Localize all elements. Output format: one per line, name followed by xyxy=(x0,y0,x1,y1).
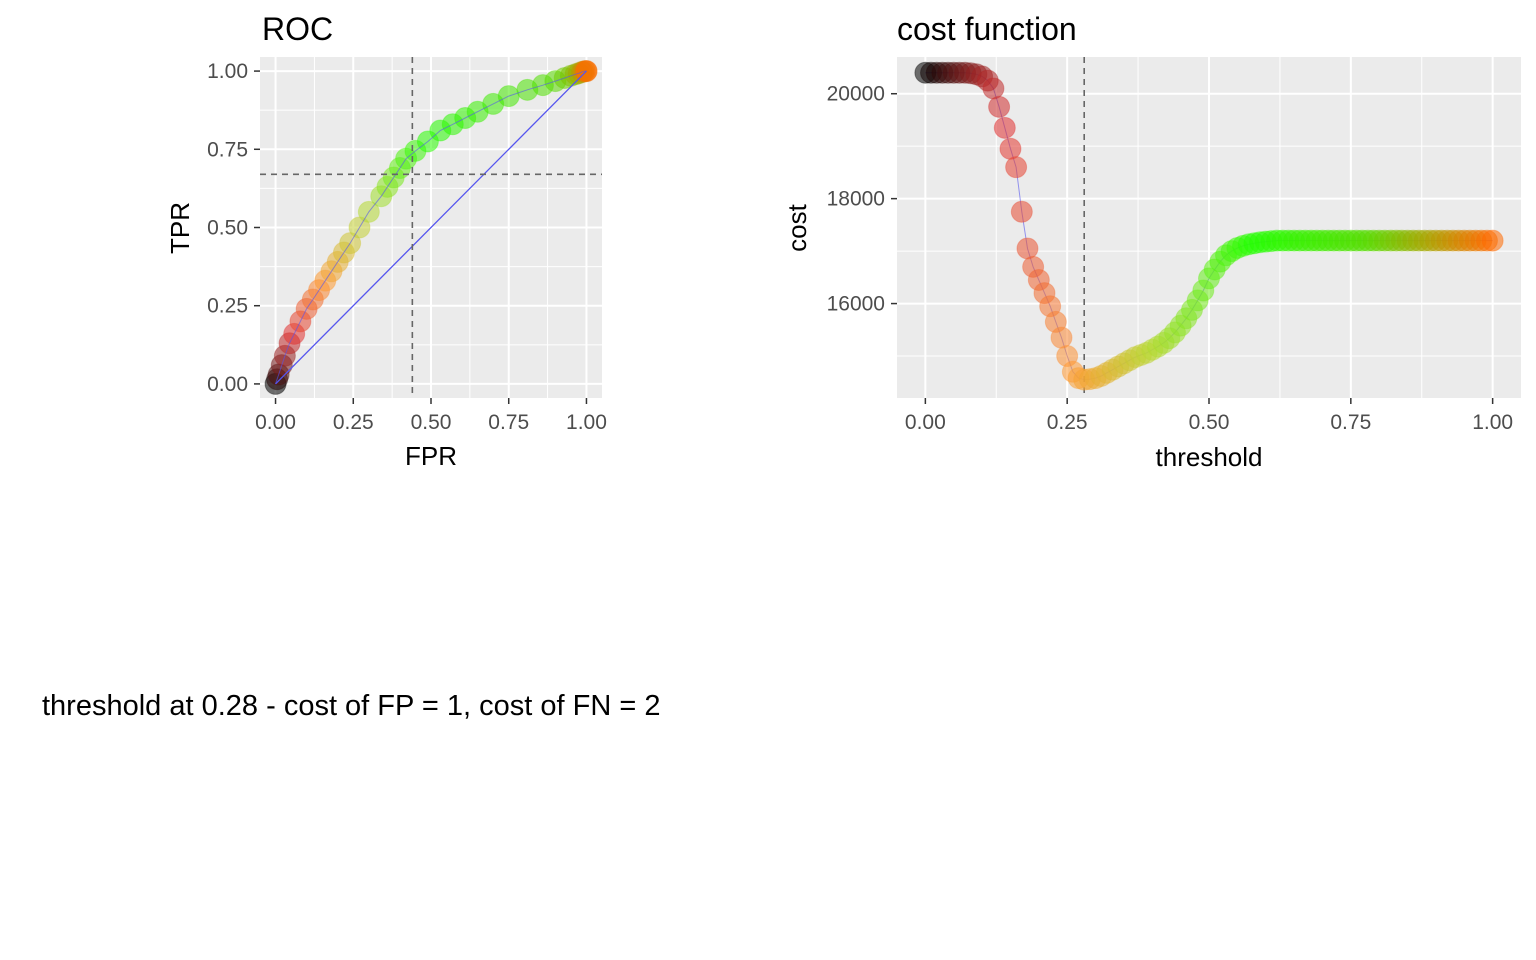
x-tick-label: 0.00 xyxy=(255,411,296,434)
cost-ticks: 0.00 0.25 0.50 0.75 1.00 16000 18000 20000 xyxy=(827,83,1513,434)
roc-curve-line xyxy=(275,70,587,385)
cost-point xyxy=(1010,200,1033,223)
cost-point xyxy=(999,137,1022,160)
x-tick-label: 0.75 xyxy=(1330,411,1371,434)
cost-point xyxy=(1050,326,1073,349)
cost-x-axis-label: threshold xyxy=(1156,442,1263,472)
caption: threshold at 0.28 - cost of FP = 1, cost… xyxy=(42,690,661,722)
roc-diagonal xyxy=(275,70,587,385)
roc-title: ROC xyxy=(262,11,333,47)
cost-plot: cost function 0.00 0.25 0.50 0.75 1.00 16000 1… xyxy=(782,11,1521,472)
y-tick-label: 20000 xyxy=(827,83,885,106)
cost-points xyxy=(914,61,1504,391)
cost-point xyxy=(1016,237,1039,260)
x-tick-label: 0.25 xyxy=(1047,411,1088,434)
y-tick-label: 1.00 xyxy=(207,60,248,83)
y-tick-label: 0.25 xyxy=(207,295,248,318)
y-tick-label: 0.00 xyxy=(207,373,248,396)
y-tick-label: 18000 xyxy=(827,188,885,211)
x-tick-label: 1.00 xyxy=(1472,411,1513,434)
cost-title: cost function xyxy=(897,11,1077,47)
y-tick-label: 16000 xyxy=(827,293,885,316)
cost-point xyxy=(993,116,1016,139)
x-tick-label: 0.00 xyxy=(905,411,946,434)
cost-point xyxy=(1005,156,1028,179)
cost-y-axis-label: cost xyxy=(782,203,812,251)
x-tick-label: 0.50 xyxy=(1189,411,1230,434)
y-tick-label: 0.50 xyxy=(207,217,248,240)
x-tick-label: 0.75 xyxy=(488,411,529,434)
cost-point xyxy=(982,77,1005,100)
roc-y-axis-label: TPR xyxy=(165,202,195,254)
roc-ticks: 0.00 0.25 0.50 0.75 1.00 0.00 0.25 0.50 0.75 1.00 xyxy=(207,60,607,434)
x-tick-label: 0.50 xyxy=(411,411,452,434)
cost-point xyxy=(1481,229,1504,252)
cost-point xyxy=(988,95,1011,118)
roc-plot: ROC 0.00 0.25 0.50 0.75 1.00 0.00 0.25 0.50 0.75… xyxy=(165,11,607,471)
x-tick-label: 0.25 xyxy=(333,411,374,434)
y-tick-label: 0.75 xyxy=(207,138,248,161)
roc-reference-lines xyxy=(260,57,602,398)
roc-x-axis-label: FPR xyxy=(405,441,457,471)
cost-grid xyxy=(897,57,1521,398)
x-tick-label: 1.00 xyxy=(566,411,607,434)
